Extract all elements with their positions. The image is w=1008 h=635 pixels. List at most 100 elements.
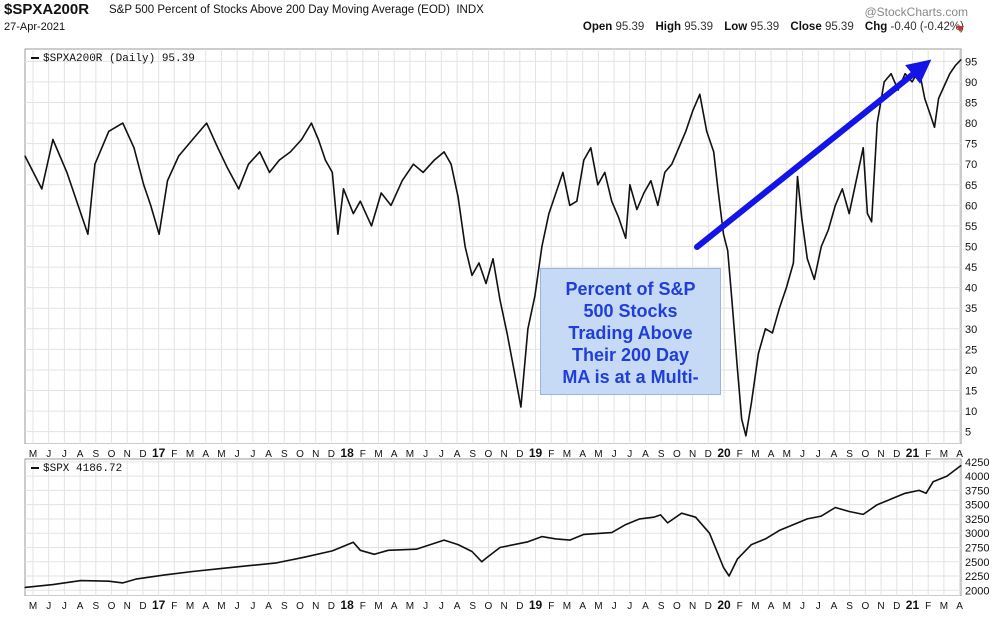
data-point: [178, 155, 180, 157]
data-point: [820, 245, 822, 248]
data-point: [706, 130, 708, 132]
data-point: [303, 556, 306, 558]
x-tick-label: N: [877, 449, 884, 460]
data-point: [924, 97, 926, 99]
y-tick-label: 2750: [965, 542, 989, 554]
data-point: [699, 93, 701, 95]
data-point: [541, 536, 543, 538]
data-point: [527, 328, 529, 330]
chart-date: 27-Apr-2021: [4, 21, 66, 33]
x-tick-label: J: [627, 449, 632, 460]
y-tick-label: 25: [965, 344, 977, 356]
high-value: 95.39: [684, 21, 714, 33]
data-point: [569, 204, 571, 206]
x-tick-label: S: [469, 449, 476, 460]
symbol-title: $SPXA200R: [4, 1, 90, 18]
x-tick-label: D: [893, 601, 900, 612]
data-point: [722, 566, 725, 569]
data-point: [932, 481, 934, 483]
brand-watermark[interactable]: @StockCharts.com: [864, 5, 968, 19]
data-point: [576, 200, 578, 202]
data-point: [890, 73, 892, 75]
data-point: [925, 492, 927, 494]
data-point: [590, 147, 592, 149]
data-point: [387, 549, 389, 551]
x-tick-label: A: [642, 449, 649, 460]
data-point: [52, 583, 54, 586]
x-tick-label: J: [423, 449, 428, 460]
y-tick-label: 20: [965, 365, 977, 377]
data-point: [217, 147, 219, 149]
y-tick-label: 55: [965, 221, 977, 233]
x-tick-label: D: [705, 601, 712, 612]
x-tick-label: S: [281, 601, 288, 612]
data-point: [778, 307, 780, 309]
x-tick-label: A: [831, 601, 838, 612]
ohlc-readout: Open 95.39 High 95.39 Low 95.39 Close 95…: [583, 21, 964, 33]
y-tick-label: 15: [965, 386, 977, 398]
data-point: [757, 352, 760, 355]
data-point: [862, 513, 864, 515]
y-tick-label: 40: [965, 283, 977, 295]
plot-area-1: [24, 458, 962, 597]
low-label: Low: [724, 21, 748, 33]
low-value: 95.39: [750, 21, 780, 33]
data-point: [164, 574, 166, 576]
data-point: [636, 208, 638, 211]
x-tick-label: J: [439, 601, 444, 612]
data-point: [715, 549, 718, 551]
data-point: [870, 221, 873, 223]
data-point: [883, 81, 885, 83]
x-tick-label: N: [501, 601, 508, 612]
data-point: [643, 192, 645, 194]
x-tick-label: 20: [717, 598, 731, 612]
y-tick-label: 3750: [965, 485, 989, 497]
data-point: [741, 418, 743, 420]
data-point: [685, 130, 687, 132]
chg-label: Chg: [864, 21, 888, 33]
description-text: S&P 500 Percent of Stocks Above 200 Day …: [109, 4, 450, 16]
data-point: [464, 245, 466, 248]
x-tick-label: O: [673, 449, 681, 460]
x-tick-label: O: [861, 601, 869, 612]
x-tick-label: N: [689, 449, 696, 460]
x-tick-label: 21: [906, 598, 920, 612]
x-tick-label: N: [124, 449, 131, 460]
y-tick-label: 2000: [965, 585, 989, 597]
data-point: [625, 237, 627, 239]
data-point: [219, 568, 222, 570]
data-point: [731, 299, 733, 301]
x-tick-label: J: [235, 449, 240, 460]
x-tick-label: A: [265, 601, 272, 612]
data-point: [736, 369, 739, 371]
data-point: [562, 171, 564, 174]
x-tick-label: M: [217, 601, 225, 612]
x-tick-label: A: [831, 449, 838, 460]
data-point: [52, 138, 54, 141]
x-tick-label: M: [594, 449, 602, 460]
x-tick-label: 18: [340, 598, 354, 612]
data-point: [317, 138, 319, 141]
data-point: [443, 539, 445, 541]
data-point: [771, 332, 774, 334]
data-point: [796, 175, 799, 178]
x-tick-label: O: [296, 601, 304, 612]
x-tick-label: A: [202, 449, 209, 460]
data-point: [206, 122, 208, 124]
data-point: [848, 510, 850, 513]
data-point: [24, 586, 26, 589]
legend-label: $SPXA200R (Daily) 95.39: [43, 53, 195, 65]
data-point: [717, 188, 719, 190]
y-tick-label: 90: [965, 77, 977, 89]
x-tick-label: S: [658, 601, 665, 612]
data-point: [331, 550, 333, 552]
x-tick-label: J: [800, 449, 805, 460]
x-tick-label: M: [783, 601, 791, 612]
open-label: Open: [582, 21, 613, 33]
y-tick-label: 2250: [965, 571, 989, 583]
y-tick-label: 45: [965, 262, 977, 274]
x-axis-strip: [0, 596, 1008, 610]
data-point: [671, 163, 673, 165]
y-tick-label: 70: [965, 159, 977, 171]
